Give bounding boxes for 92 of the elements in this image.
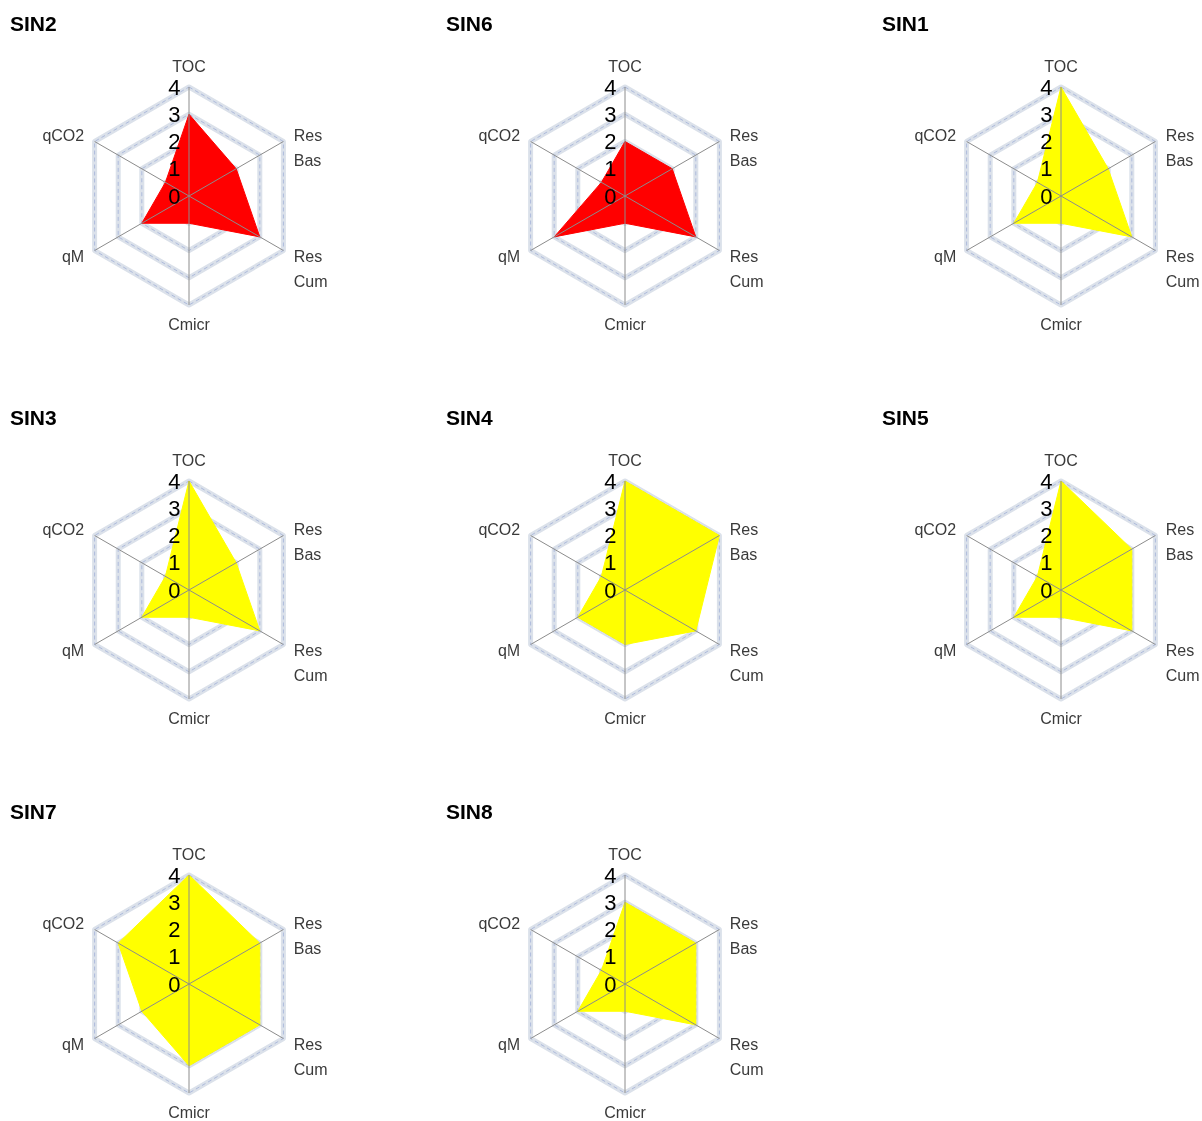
chart-title: SIN6	[446, 12, 493, 35]
spoke-label: qCO2	[914, 126, 957, 144]
y-tick-label: 1	[168, 550, 181, 576]
spoke-label: qCO2	[478, 914, 521, 932]
spoke-label: Res Cum	[1165, 247, 1200, 290]
spoke-label: Res Cum	[1165, 641, 1200, 684]
spoke-label: Cmicr	[604, 1104, 647, 1121]
spoke-label: qCO2	[914, 520, 957, 538]
spoke-label: TOC	[608, 846, 642, 863]
spoke-label: Res Bas	[729, 126, 759, 169]
y-tick-label: 4	[604, 468, 617, 494]
y-tick-label: 4	[1040, 468, 1053, 494]
chart-title: SIN8	[446, 800, 494, 823]
spoke-label: qM	[61, 1035, 85, 1053]
y-tick-label: 3	[168, 889, 181, 915]
spoke-label: qCO2	[42, 914, 85, 932]
spoke-label: TOC	[608, 58, 642, 75]
y-tick-label: 4	[604, 862, 617, 888]
spoke-label: Res Bas	[293, 126, 323, 169]
spoke-label: Res Cum	[729, 641, 764, 684]
spoke-label: TOC	[172, 846, 206, 863]
y-tick-label: 0	[168, 577, 181, 603]
y-tick-label: 0	[1040, 577, 1053, 603]
spoke-label: qM	[61, 247, 85, 265]
spoke-label: Res Bas	[293, 914, 323, 957]
spoke-label: qCO2	[478, 126, 521, 144]
y-tick-label: 4	[1040, 74, 1053, 100]
spoke-label: qCO2	[478, 520, 521, 538]
y-tick-label: 0	[604, 971, 617, 997]
y-tick-label: 3	[168, 495, 181, 521]
y-tick-label: 1	[604, 944, 617, 970]
y-tick-label: 4	[168, 468, 181, 494]
y-tick-label: 4	[604, 74, 617, 100]
chart-title: SIN1	[882, 12, 930, 35]
spoke-label: qM	[933, 247, 957, 265]
spoke-label: qM	[497, 247, 521, 265]
y-tick-label: 3	[1040, 101, 1053, 127]
spoke-label: Res Bas	[729, 520, 759, 563]
spoke-label: Res Cum	[729, 1035, 764, 1078]
chart-title: SIN5	[882, 406, 930, 429]
spoke-label: Cmicr	[604, 710, 647, 727]
spoke-label: Res Bas	[1165, 520, 1195, 563]
spoke-label: Cmicr	[168, 710, 211, 727]
y-tick-label: 1	[604, 550, 617, 576]
y-tick-label: 2	[604, 917, 617, 942]
spoke-label: Cmicr	[1040, 710, 1083, 727]
y-tick-label: 4	[168, 74, 181, 100]
y-tick-label: 0	[168, 971, 181, 997]
y-tick-label: 1	[1040, 550, 1053, 576]
spoke-label: Res Bas	[729, 914, 759, 957]
spoke-label: qCO2	[42, 126, 85, 144]
spoke-label: Res Cum	[293, 641, 328, 684]
spoke-label: TOC	[172, 452, 206, 469]
y-tick-label: 3	[604, 101, 617, 127]
y-tick-label: 0	[604, 577, 617, 603]
y-tick-label: 0	[1040, 183, 1053, 209]
spoke-label: Res Cum	[729, 247, 764, 290]
chart-title: SIN7	[10, 800, 57, 823]
spoke-label: Res Cum	[293, 1035, 328, 1078]
chart-title: SIN3	[10, 406, 57, 429]
spoke-label: Cmicr	[168, 316, 211, 333]
y-tick-label: 2	[168, 129, 181, 154]
y-tick-label: 1	[168, 156, 181, 182]
y-tick-label: 3	[1040, 495, 1053, 521]
spoke-label: TOC	[608, 452, 642, 469]
chart-title: SIN2	[10, 12, 57, 35]
spoke-label: Cmicr	[604, 316, 647, 333]
spoke-label: Cmicr	[168, 1104, 211, 1121]
spoke-label: Res Bas	[1165, 126, 1195, 169]
spoke-label: qM	[61, 641, 85, 659]
spoke-label: qM	[497, 1035, 521, 1053]
spoke-label: TOC	[1044, 452, 1078, 469]
y-tick-label: 1	[168, 944, 181, 970]
y-tick-label: 3	[604, 889, 617, 915]
y-tick-label: 2	[604, 129, 617, 154]
y-tick-label: 0	[604, 183, 617, 209]
y-tick-label: 3	[604, 495, 617, 521]
spoke-label: TOC	[172, 58, 206, 75]
y-tick-label: 1	[1040, 156, 1053, 182]
spoke-label: Cmicr	[1040, 316, 1083, 333]
spoke-label: qM	[933, 641, 957, 659]
spoke-label: qCO2	[42, 520, 85, 538]
y-tick-label: 3	[168, 101, 181, 127]
y-tick-label: 1	[604, 156, 617, 182]
y-tick-label: 0	[168, 183, 181, 209]
spoke-label: TOC	[1044, 58, 1078, 75]
chart-title: SIN4	[446, 406, 494, 429]
y-tick-label: 4	[168, 862, 181, 888]
spoke-label: Res Cum	[293, 247, 328, 290]
spoke-label: Res Bas	[293, 520, 323, 563]
spoke-label: qM	[497, 641, 521, 659]
y-tick-label: 2	[168, 917, 181, 942]
